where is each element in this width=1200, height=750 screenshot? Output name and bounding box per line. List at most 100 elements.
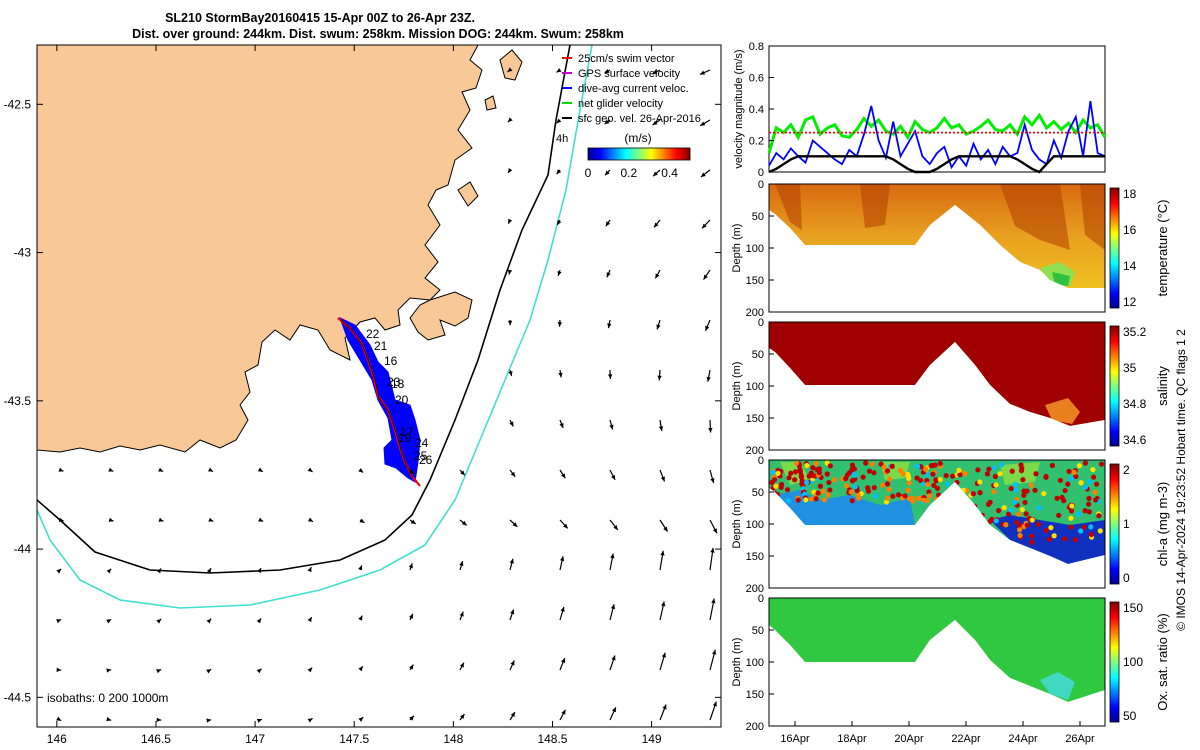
chla-sample-dot bbox=[915, 495, 922, 501]
chla-sample-dot bbox=[831, 477, 838, 483]
isobaths-label: isobaths: 0 200 1000m bbox=[47, 691, 168, 705]
isobath-1000m bbox=[37, 45, 593, 609]
chla-sample-dot bbox=[1082, 508, 1088, 514]
chla-sample-dot bbox=[817, 483, 824, 489]
current-arrowhead bbox=[56, 667, 62, 672]
chla-sample-dot bbox=[1043, 474, 1049, 480]
current-arrowhead bbox=[56, 716, 62, 721]
chla-sample-dot bbox=[865, 485, 871, 491]
map-x-tick-label: 146 bbox=[47, 732, 67, 746]
chla-sample-dot bbox=[873, 493, 879, 499]
day-label: 16 bbox=[384, 354, 398, 368]
current-arrowhead bbox=[307, 517, 313, 522]
current-arrowhead bbox=[711, 598, 716, 604]
salinity-section bbox=[769, 322, 1105, 450]
current-arrowhead bbox=[508, 371, 513, 376]
depth-tick: 200 bbox=[746, 307, 764, 319]
chla-sample-dot bbox=[934, 485, 941, 491]
colorbar-tick: 18 bbox=[1123, 187, 1137, 201]
chla-sample-dot bbox=[773, 483, 779, 489]
current-arrowhead bbox=[258, 517, 264, 522]
current-arrowhead bbox=[563, 523, 568, 529]
current-arrowhead bbox=[106, 619, 112, 624]
chla-sample-dot bbox=[949, 473, 956, 479]
time-tick-label: 18Apr bbox=[837, 733, 867, 745]
current-arrowhead bbox=[409, 664, 414, 670]
chla-sample-dot bbox=[1071, 469, 1077, 475]
day-label: 23 bbox=[387, 375, 401, 389]
chla-sample-dot bbox=[775, 470, 781, 476]
depth-tick: 100 bbox=[746, 243, 764, 255]
current-arrowhead bbox=[510, 609, 515, 615]
day-label: 25 bbox=[414, 449, 428, 463]
current-arrowhead bbox=[408, 563, 413, 569]
chla-sample-dot bbox=[1021, 488, 1027, 494]
day-label: 20 bbox=[395, 393, 409, 407]
velocity-y-tick: 0 bbox=[758, 167, 764, 179]
chla-sample-dot bbox=[977, 490, 983, 496]
current-arrowhead bbox=[712, 701, 717, 707]
depth-ylabel: Depth (m) bbox=[731, 362, 743, 411]
colorbar-tick: 12 bbox=[1123, 295, 1137, 309]
chla-sample-dot bbox=[851, 466, 858, 472]
chla-sample-dot bbox=[997, 471, 1003, 477]
day-label: 19 bbox=[398, 431, 412, 445]
current-arrowhead bbox=[510, 712, 515, 717]
colorbar-label: Ox. sat. ratio (%) bbox=[1155, 613, 1170, 711]
chla-sample-dot bbox=[1076, 511, 1082, 517]
velocity-y-tick: 0.8 bbox=[749, 41, 764, 53]
chla-sample-dot bbox=[970, 491, 976, 497]
chla-sample-dot bbox=[987, 518, 993, 525]
chla-sample-dot bbox=[821, 497, 828, 503]
depth-tick: 150 bbox=[746, 413, 764, 425]
oxygen-section bbox=[769, 598, 1105, 726]
colorbar-tick: 14 bbox=[1123, 259, 1137, 273]
map-y-tick-label: -43.5 bbox=[4, 394, 32, 408]
day-label: 22 bbox=[366, 327, 380, 341]
current-arrowhead bbox=[610, 553, 615, 559]
chla-sample-dot bbox=[827, 487, 833, 493]
current-arrowhead bbox=[658, 426, 664, 431]
current-arrowhead bbox=[510, 660, 515, 666]
velocity-series-line bbox=[768, 155, 1105, 174]
chla-sample-dot bbox=[881, 464, 887, 470]
current-arrowhead bbox=[307, 667, 313, 673]
current-arrowhead bbox=[460, 714, 465, 719]
current-arrowhead bbox=[58, 467, 64, 472]
time-axis: 16Apr 18Apr 20Apr 22Apr 24Apr 26Apr bbox=[780, 721, 1095, 745]
chla-sample-dot bbox=[993, 518, 999, 524]
current-arrowhead bbox=[206, 718, 212, 723]
chla-sample-dot bbox=[770, 469, 776, 475]
current-arrowhead bbox=[507, 269, 513, 275]
chla-sample-dot bbox=[1012, 481, 1018, 487]
current-arrowhead bbox=[158, 467, 164, 472]
chla-sample-dot bbox=[1088, 524, 1094, 530]
chla-sample-dot bbox=[993, 482, 999, 488]
chla-sample-dot bbox=[815, 490, 821, 496]
chla-sample-dot bbox=[804, 479, 810, 485]
chla-sample-dot bbox=[1009, 468, 1015, 474]
chla-sample-dot bbox=[1090, 467, 1096, 473]
section-colorbar bbox=[1109, 601, 1120, 723]
chla-sample-dot bbox=[1008, 507, 1014, 513]
colorbar-tick: 150 bbox=[1123, 601, 1143, 615]
map-x-tick-label: 147 bbox=[245, 732, 265, 746]
chla-sample-dot bbox=[1016, 527, 1023, 533]
current-arrowhead bbox=[611, 474, 616, 480]
chla-sample-dot bbox=[1091, 474, 1097, 480]
chla-sample-dot bbox=[957, 472, 963, 478]
chart-title-line2: Dist. over ground: 244km. Dist. swum: 25… bbox=[132, 27, 624, 41]
chla-sample-dot bbox=[1029, 533, 1035, 539]
chla-sample-dot bbox=[1017, 532, 1023, 539]
current-arrowhead bbox=[461, 520, 467, 526]
depth-tick: 50 bbox=[752, 487, 764, 499]
current-arrowhead bbox=[660, 476, 665, 482]
current-arrowhead bbox=[710, 478, 715, 484]
colorbar-tick: 2 bbox=[1123, 463, 1130, 477]
current-arrowhead bbox=[459, 662, 464, 668]
chla-sample-dot bbox=[1035, 521, 1041, 528]
time-tick-label: 26Apr bbox=[1065, 733, 1095, 745]
chla-sample-dot bbox=[986, 466, 992, 472]
depth-tick: 50 bbox=[752, 625, 764, 637]
